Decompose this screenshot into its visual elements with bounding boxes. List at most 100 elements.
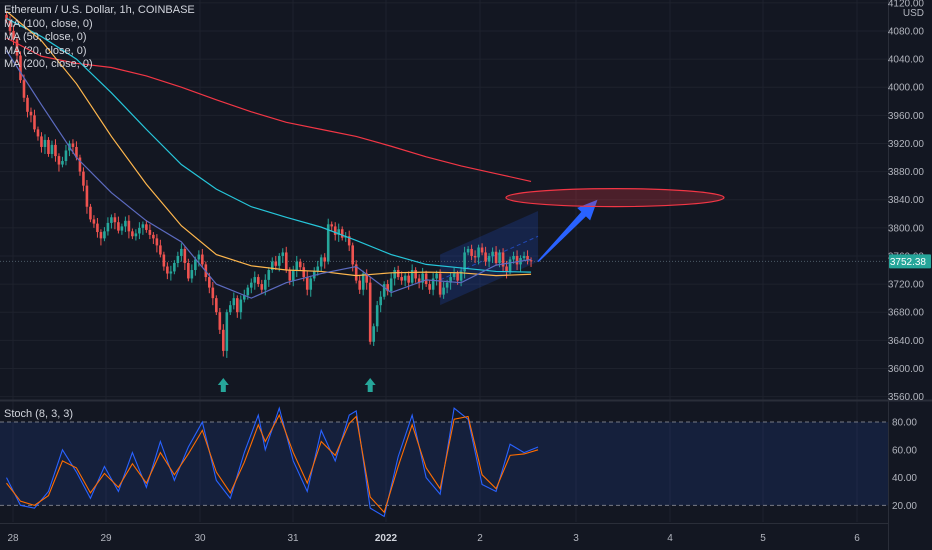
candle[interactable]	[323, 257, 327, 262]
ma-line-0[interactable]	[6, 37, 532, 183]
candle[interactable]	[414, 270, 417, 279]
candle[interactable]	[99, 232, 103, 239]
stoch-line-1[interactable]	[6, 413, 539, 514]
candle[interactable]	[50, 144, 54, 154]
candle[interactable]	[379, 296, 382, 306]
candle[interactable]	[64, 150, 68, 162]
candle[interactable]	[274, 261, 278, 266]
candle[interactable]	[389, 278, 393, 292]
candle[interactable]	[361, 273, 365, 290]
candle[interactable]	[246, 287, 250, 296]
candle[interactable]	[29, 111, 33, 116]
candle[interactable]	[431, 278, 435, 290]
candle[interactable]	[421, 273, 424, 283]
ma-line-3[interactable]	[5, 50, 532, 299]
candle[interactable]	[19, 55, 22, 81]
candle[interactable]	[498, 252, 501, 263]
candle[interactable]	[96, 223, 99, 233]
candle[interactable]	[386, 284, 389, 292]
candle[interactable]	[43, 139, 47, 147]
ma-line-1[interactable]	[6, 17, 532, 273]
candle[interactable]	[337, 229, 341, 235]
candle[interactable]	[529, 260, 533, 262]
candle[interactable]	[512, 255, 515, 260]
candle[interactable]	[351, 245, 355, 265]
stoch-legend-label[interactable]: Stoch (8, 3, 3)	[4, 408, 74, 420]
candle[interactable]	[365, 273, 368, 283]
candle[interactable]	[85, 185, 89, 207]
candle[interactable]	[110, 217, 113, 223]
candle[interactable]	[277, 255, 281, 266]
candle[interactable]	[120, 226, 124, 231]
candle[interactable]	[319, 257, 323, 267]
candle[interactable]	[47, 139, 50, 154]
candle[interactable]	[138, 227, 141, 234]
candle[interactable]	[190, 270, 194, 279]
candle[interactable]	[445, 282, 449, 288]
candle[interactable]	[305, 277, 309, 290]
candle[interactable]	[5, 14, 8, 21]
candle[interactable]	[288, 270, 292, 281]
candle[interactable]	[159, 245, 162, 255]
candle[interactable]	[309, 278, 313, 290]
candle[interactable]	[176, 255, 180, 263]
candle[interactable]	[117, 222, 120, 231]
candle[interactable]	[201, 254, 204, 265]
candle[interactable]	[75, 146, 78, 158]
candle[interactable]	[470, 248, 473, 256]
candle[interactable]	[249, 282, 253, 288]
candle[interactable]	[326, 224, 330, 262]
candle[interactable]	[403, 275, 407, 281]
candle[interactable]	[256, 277, 260, 285]
candle[interactable]	[456, 273, 459, 281]
candle[interactable]	[61, 161, 64, 165]
candle[interactable]	[89, 206, 92, 220]
candle[interactable]	[291, 270, 295, 281]
candle[interactable]	[463, 252, 466, 272]
candle[interactable]	[187, 262, 190, 279]
candle[interactable]	[236, 298, 239, 313]
projection-arrow[interactable]	[537, 199, 598, 263]
candle[interactable]	[487, 255, 491, 262]
candle[interactable]	[260, 284, 264, 290]
candle[interactable]	[131, 231, 134, 237]
candle[interactable]	[239, 299, 243, 313]
candle[interactable]	[473, 255, 477, 258]
candle[interactable]	[316, 266, 320, 272]
candle[interactable]	[330, 224, 334, 227]
candle[interactable]	[106, 222, 110, 232]
candle[interactable]	[211, 287, 215, 299]
candle[interactable]	[375, 305, 379, 327]
candle[interactable]	[368, 282, 372, 342]
candle[interactable]	[103, 231, 106, 239]
candle[interactable]	[12, 30, 15, 40]
candle[interactable]	[263, 279, 267, 290]
candle[interactable]	[222, 329, 225, 351]
candle[interactable]	[424, 273, 428, 285]
candle[interactable]	[162, 254, 166, 267]
candle[interactable]	[480, 247, 484, 253]
candle[interactable]	[347, 236, 351, 246]
candle[interactable]	[491, 251, 494, 256]
candle[interactable]	[215, 298, 218, 313]
candle[interactable]	[382, 284, 386, 297]
candle[interactable]	[22, 80, 26, 98]
candle[interactable]	[169, 271, 173, 274]
candle[interactable]	[229, 305, 232, 313]
ma-line-2[interactable]	[6, 10, 532, 277]
candle[interactable]	[484, 252, 487, 262]
candle[interactable]	[333, 226, 337, 235]
candle[interactable]	[428, 284, 431, 290]
target-ellipse[interactable]	[505, 187, 725, 208]
candle[interactable]	[442, 287, 445, 295]
candle[interactable]	[78, 157, 82, 172]
candle[interactable]	[515, 255, 519, 265]
candle[interactable]	[477, 247, 480, 258]
candle[interactable]	[522, 255, 526, 259]
candle[interactable]	[92, 219, 96, 224]
candle[interactable]	[417, 278, 421, 283]
candle[interactable]	[8, 20, 12, 31]
candle[interactable]	[155, 238, 159, 246]
candle[interactable]	[494, 251, 498, 263]
candle[interactable]	[141, 224, 145, 228]
